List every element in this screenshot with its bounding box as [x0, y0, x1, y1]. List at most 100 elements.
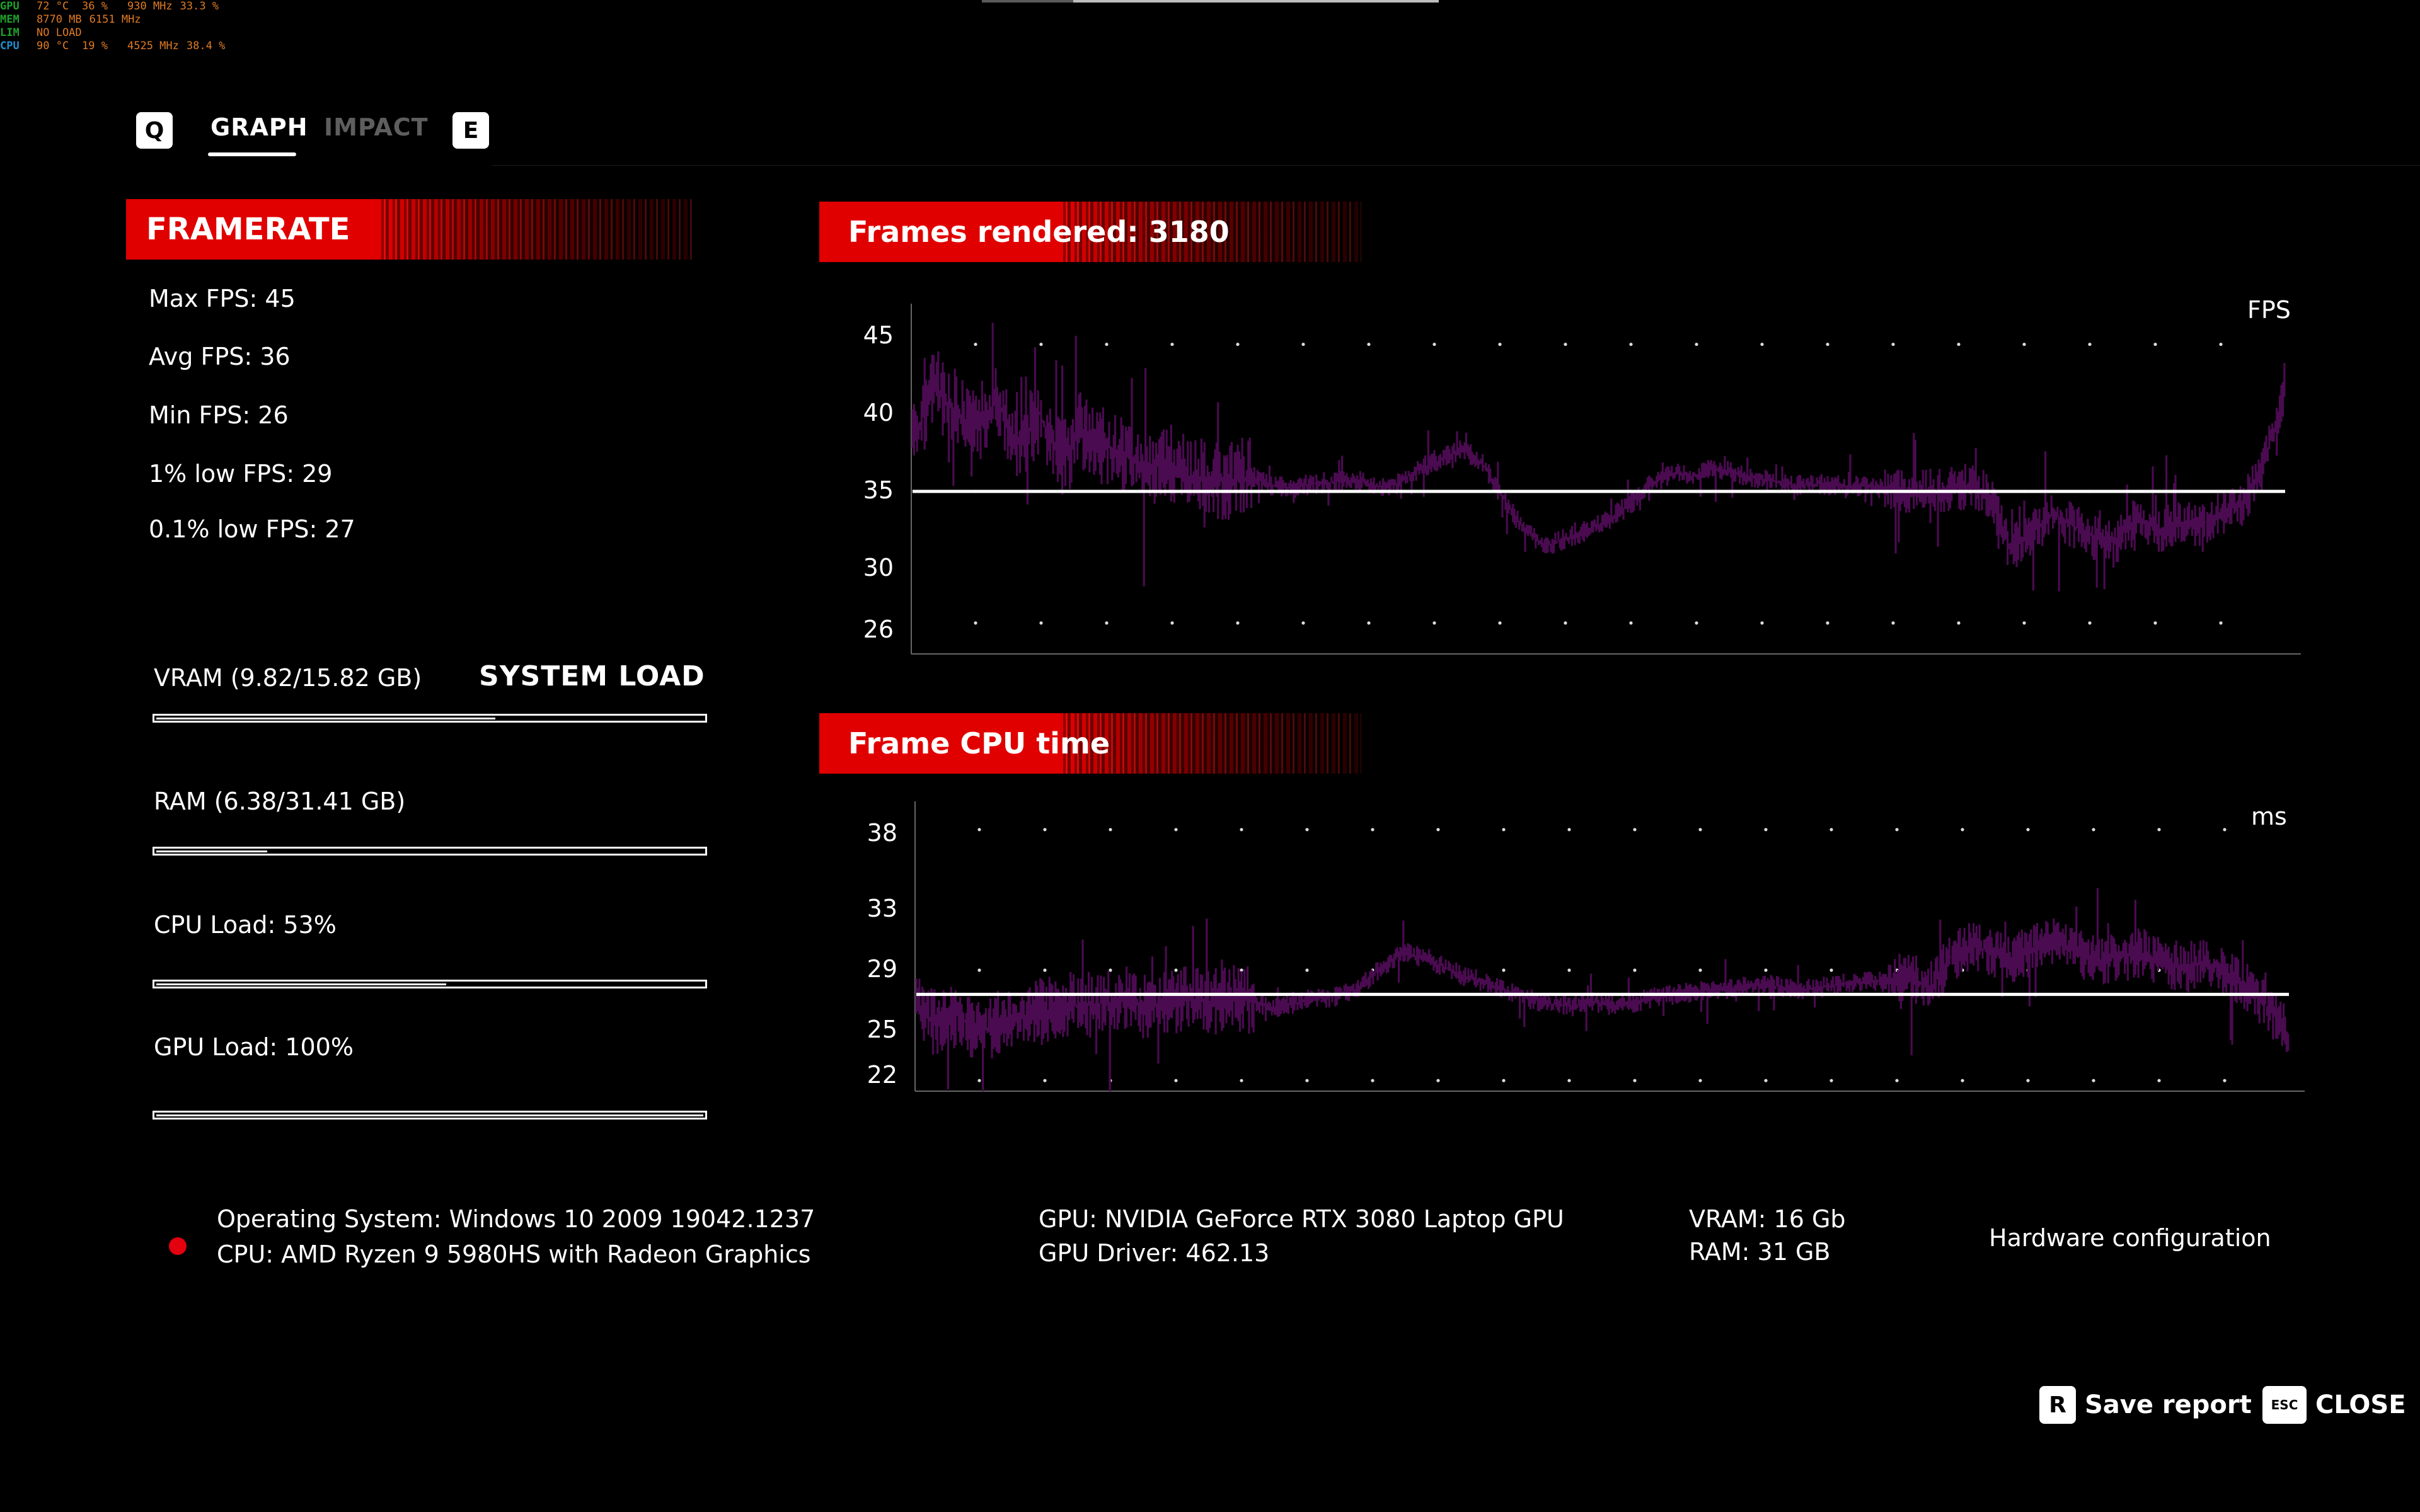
performance-overlay: GPU 72 °C 36 % 930 MHz 33.3 % MEM 8770 MB 6151 …: [0, 0, 232, 53]
grid-dot: [1629, 621, 1633, 625]
osd-label: GPU: [0, 0, 20, 13]
grid-dot: [1695, 621, 1698, 625]
grid-dot: [1961, 828, 1964, 832]
y-unit-label: ms: [2251, 803, 2287, 830]
grid-dot: [1629, 342, 1633, 346]
grid-dot: [1371, 828, 1374, 832]
grid-dot: [1895, 1079, 1899, 1082]
y-tick-label: 22: [867, 1061, 897, 1089]
grid-dot: [1891, 342, 1895, 346]
y-tick-label: 25: [867, 1016, 897, 1043]
close-button[interactable]: ESC CLOSE: [2262, 1386, 2406, 1424]
gpu-load-bar: [153, 1111, 707, 1120]
grid-dot: [1498, 621, 1502, 625]
grid-dot: [1764, 828, 1768, 832]
osd-label: CPU: [0, 40, 20, 52]
grid-dot: [1633, 968, 1637, 972]
osd-row: CPU 90 °C 19 % 4525 MHz 38.4 %: [0, 40, 232, 53]
series-spikes: [911, 323, 2286, 592]
grid-dot: [1567, 828, 1571, 832]
stat-max-fps: Max FPS: 45: [149, 285, 296, 312]
grid-dot: [2026, 1079, 2030, 1082]
tab-next-key[interactable]: E: [452, 112, 489, 149]
grid-dot: [1760, 342, 1764, 346]
osd-value: NO LOAD: [37, 26, 82, 39]
grid-dot: [1432, 342, 1436, 346]
grid-dot: [1436, 828, 1440, 832]
grid-dot: [2092, 828, 2095, 832]
cpu-load-label: CPU Load: 53%: [154, 911, 337, 939]
osd-value: [149, 13, 187, 26]
save-report-button[interactable]: R Save report: [2039, 1386, 2252, 1424]
grid-dot: [2219, 342, 2223, 346]
tab-graph[interactable]: GRAPH: [210, 113, 308, 141]
grid-dot: [2153, 621, 2157, 625]
grid-dot: [1240, 968, 1243, 972]
save-report-label: Save report: [2085, 1390, 2252, 1419]
grid-dot: [1305, 968, 1309, 972]
grid-dot: [1109, 968, 1112, 972]
grid-dot: [1502, 828, 1506, 832]
grid-dot: [2088, 621, 2092, 625]
status-dot: [169, 1237, 187, 1255]
y-tick-label: 45: [863, 321, 894, 350]
tab-prev-key[interactable]: Q: [136, 112, 173, 149]
grid-dot: [1043, 968, 1047, 972]
grid-dot: [1105, 342, 1109, 346]
framerate-header: FRAMERATE: [126, 199, 693, 260]
grid-dot: [1498, 342, 1502, 346]
ram-bar-fill: [156, 850, 268, 852]
grid-dot: [2153, 342, 2157, 346]
chart0-svg: [911, 304, 2301, 655]
grid-dot: [1829, 828, 1833, 832]
ram-label: RAM (6.38/31.41 GB): [154, 788, 406, 815]
frame-cpu-time-header: Frame CPU time: [819, 713, 1361, 774]
grid-dot: [1039, 342, 1043, 346]
grid-dot: [2022, 342, 2026, 346]
series-spikes: [915, 888, 2290, 1091]
grid-dot: [1698, 1079, 1702, 1082]
grid-dot: [2157, 1079, 2161, 1082]
grid-dot: [2026, 828, 2030, 832]
grid-dot: [2022, 621, 2026, 625]
grid-dot: [1760, 621, 1764, 625]
grid-dot: [1698, 828, 1702, 832]
tab-divider: [492, 165, 2420, 166]
tab-graph-active-indicator: [208, 152, 296, 156]
tab-impact[interactable]: IMPACT: [324, 113, 429, 141]
grid-dot: [1432, 621, 1436, 625]
osd-value: 930 MHz: [127, 0, 173, 13]
grid-dot: [1301, 621, 1305, 625]
stat-avg-fps: Avg FPS: 36: [149, 343, 291, 370]
grid-dot: [1305, 1079, 1309, 1082]
grid-dot: [1826, 621, 1829, 625]
frames-rendered-title: Frames rendered: 3180: [848, 215, 1230, 249]
osd-row: MEM 8770 MB 6151 MHz: [0, 13, 232, 26]
hardware-configuration-link[interactable]: Hardware configuration: [1989, 1224, 2271, 1252]
osd-row: LIM NO LOAD: [0, 26, 232, 40]
grid-dot: [2157, 828, 2161, 832]
osd-value: [194, 13, 232, 26]
osd-value: [89, 26, 127, 40]
osd-value: 4525 MHz: [127, 40, 179, 52]
grid-dot: [1105, 621, 1109, 625]
grid-dot: [1764, 968, 1768, 972]
grid-dot: [977, 968, 981, 972]
grid-dot: [1240, 1079, 1243, 1082]
grid-dot: [1109, 828, 1112, 832]
grid-dot: [1236, 621, 1240, 625]
grid-dot: [1502, 1079, 1506, 1082]
osd-value: 33.3 %: [180, 0, 219, 13]
grid-dot: [1170, 342, 1174, 346]
osd-value: 38.4 %: [186, 40, 226, 52]
grid-dot: [2223, 1079, 2227, 1082]
osd-value: 6151 MHz: [89, 13, 141, 26]
y-tick-label: 35: [863, 476, 894, 504]
grid-dot: [1698, 968, 1702, 972]
grid-dot: [1564, 621, 1567, 625]
grid-dot: [1039, 621, 1043, 625]
grid-dot: [974, 342, 977, 346]
osd-value: 72 °C: [37, 0, 69, 13]
os-info: Operating System: Windows 10 2009 19042.…: [217, 1205, 815, 1233]
osd-label: MEM: [0, 13, 20, 26]
